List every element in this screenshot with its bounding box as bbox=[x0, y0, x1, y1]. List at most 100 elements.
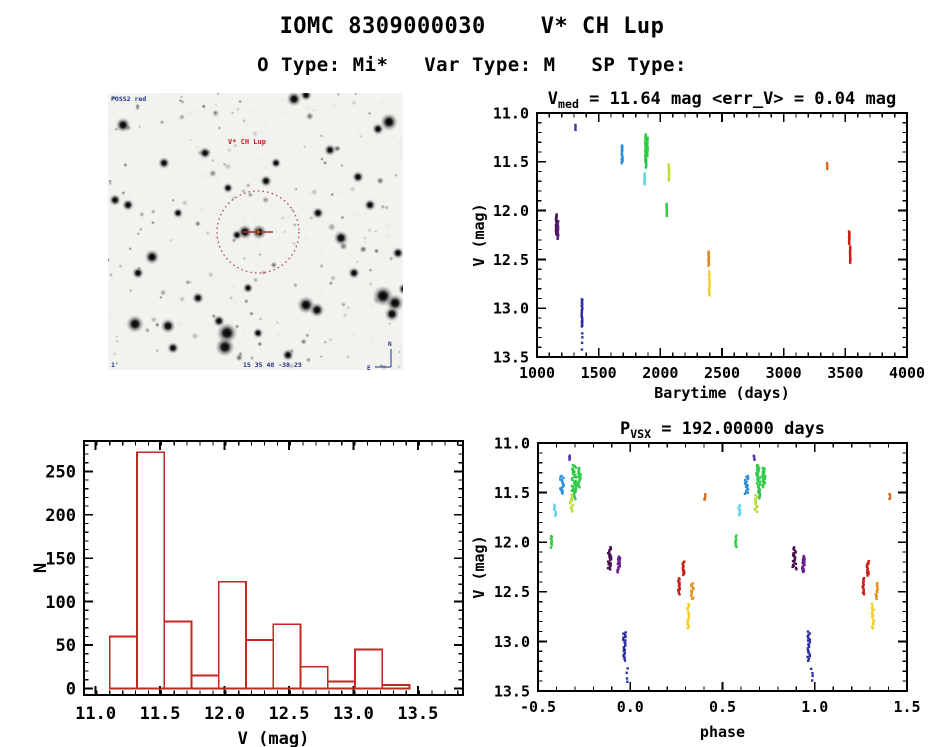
data-point bbox=[746, 484, 749, 487]
data-point bbox=[573, 494, 576, 497]
star bbox=[212, 110, 218, 116]
star bbox=[364, 199, 376, 211]
data-point bbox=[569, 506, 572, 509]
star bbox=[304, 333, 310, 338]
data-point bbox=[624, 635, 627, 639]
data-point bbox=[755, 482, 759, 485]
data-point bbox=[553, 514, 557, 517]
data-point bbox=[745, 486, 749, 489]
data-point bbox=[678, 593, 681, 596]
data-point bbox=[556, 232, 560, 235]
data-point bbox=[555, 215, 558, 219]
data-point bbox=[577, 470, 581, 474]
data-point-cluster bbox=[558, 474, 750, 496]
data-point bbox=[687, 612, 690, 616]
data-point bbox=[862, 581, 865, 585]
data-point-cluster bbox=[686, 602, 876, 630]
star bbox=[108, 258, 111, 262]
data-point bbox=[757, 467, 761, 470]
data-point bbox=[866, 567, 869, 570]
data-point bbox=[581, 332, 584, 335]
star bbox=[333, 230, 349, 246]
star bbox=[242, 118, 247, 124]
data-point-cluster bbox=[848, 245, 852, 264]
axis-labels: 1000 1500 2000 2500 3000 3500 4000 11.0 11.5 12.0… bbox=[470, 89, 925, 402]
data-point bbox=[574, 127, 577, 130]
data-point bbox=[754, 500, 758, 504]
star bbox=[393, 173, 398, 178]
histogram-bar bbox=[299, 665, 329, 690]
plot-frame bbox=[537, 442, 908, 692]
scale-label: 1' bbox=[111, 361, 119, 369]
data-point-cluster bbox=[553, 503, 742, 517]
data-point bbox=[872, 614, 875, 618]
data-point-cluster bbox=[556, 220, 560, 240]
y-tick-label: 11.5 bbox=[494, 484, 530, 502]
data-point bbox=[762, 482, 766, 486]
star bbox=[340, 301, 347, 308]
data-point bbox=[794, 566, 798, 570]
data-point bbox=[645, 164, 648, 168]
data-point bbox=[746, 477, 750, 481]
star bbox=[312, 207, 324, 219]
x-tick-label: 13.0 bbox=[333, 704, 374, 724]
data-point bbox=[871, 605, 874, 608]
data-point bbox=[555, 233, 558, 236]
histogram-bar bbox=[135, 451, 166, 690]
data-point bbox=[618, 565, 622, 568]
data-point bbox=[759, 476, 762, 479]
x-tick-label: 1000 bbox=[519, 364, 555, 382]
data-point bbox=[807, 657, 811, 661]
data-point bbox=[558, 478, 562, 481]
data-point bbox=[746, 488, 750, 491]
star bbox=[397, 364, 402, 369]
data-point bbox=[761, 466, 765, 470]
data-point bbox=[686, 627, 690, 630]
star bbox=[392, 247, 403, 259]
data-point bbox=[686, 606, 689, 609]
y-tick-label: 150 bbox=[45, 549, 76, 569]
data-point-cluster bbox=[574, 123, 577, 132]
data-point bbox=[707, 253, 711, 256]
data-point bbox=[623, 657, 626, 660]
data-point bbox=[758, 496, 761, 500]
data-point-cluster bbox=[625, 667, 814, 683]
data-point bbox=[875, 589, 879, 592]
y-axis-label: N bbox=[31, 563, 51, 573]
data-point bbox=[608, 549, 611, 552]
data-point bbox=[682, 570, 685, 573]
data-point bbox=[609, 562, 612, 565]
data-point bbox=[643, 181, 646, 184]
data-point bbox=[643, 174, 646, 177]
target-label: V* CH Lup bbox=[228, 138, 266, 146]
star bbox=[228, 295, 234, 300]
data-point bbox=[763, 469, 766, 473]
star bbox=[224, 163, 232, 171]
data-point bbox=[574, 488, 578, 491]
data-point bbox=[826, 167, 829, 171]
star bbox=[340, 163, 344, 168]
data-point bbox=[570, 489, 574, 492]
star bbox=[201, 104, 207, 109]
data-point bbox=[874, 593, 877, 596]
data-point bbox=[646, 154, 649, 158]
data-point bbox=[794, 551, 797, 554]
star bbox=[205, 230, 210, 235]
star bbox=[342, 313, 347, 318]
data-point bbox=[707, 287, 711, 290]
data-point bbox=[808, 638, 812, 641]
star bbox=[123, 162, 128, 168]
y-tick-label: 12.5 bbox=[494, 583, 530, 601]
data-point bbox=[678, 578, 681, 581]
data-point bbox=[866, 574, 869, 577]
star bbox=[359, 134, 363, 138]
star bbox=[233, 143, 238, 148]
star bbox=[158, 157, 170, 169]
data-point bbox=[708, 285, 711, 289]
star bbox=[235, 353, 244, 362]
data-point bbox=[801, 566, 804, 570]
target-circle bbox=[216, 190, 300, 274]
data-point bbox=[744, 490, 748, 494]
data-point bbox=[870, 611, 874, 615]
data-point bbox=[620, 162, 623, 165]
